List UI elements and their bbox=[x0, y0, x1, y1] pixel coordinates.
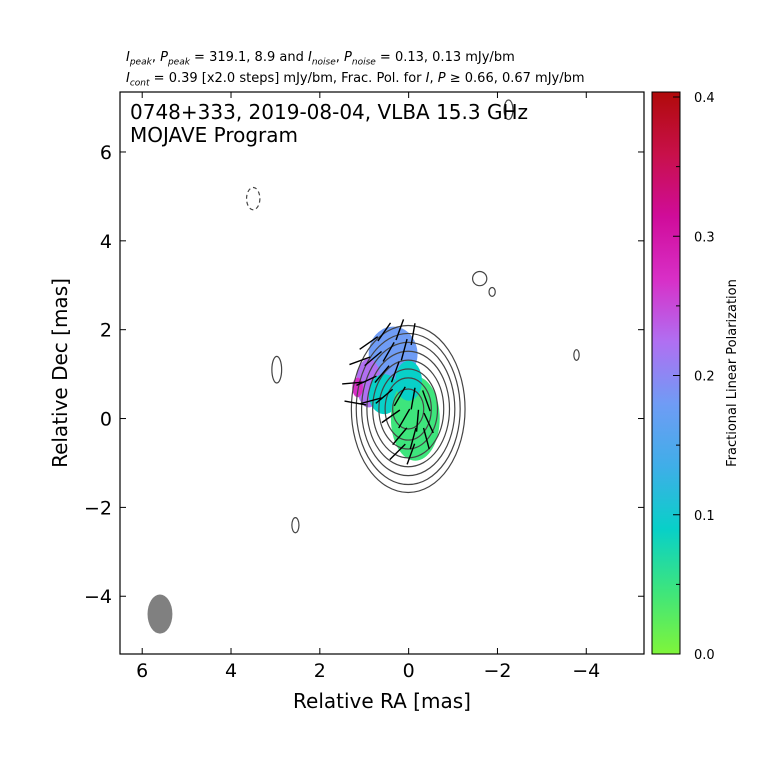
colorbar-tick-label: 0.2 bbox=[694, 370, 715, 385]
evpa-tick bbox=[374, 365, 390, 383]
peak-subscript: peak bbox=[129, 57, 152, 68]
axis-ticks: 6 4 2 0 −2 −4 −4 −2 0 2 4 6 bbox=[84, 92, 644, 682]
core-contour bbox=[378, 368, 439, 450]
fracpol-symbol-i: I bbox=[425, 71, 430, 86]
evpa-tick bbox=[342, 381, 365, 385]
evpa-tick bbox=[359, 336, 379, 350]
noise-symbol-i: I bbox=[307, 50, 312, 65]
evpa-tick bbox=[392, 427, 408, 446]
restoring-beam bbox=[147, 594, 173, 634]
colorbar-tick-label: 0.1 bbox=[694, 509, 715, 524]
plot-header-line-1: Ipeak, Ppeak = 319.1, 8.9 and Inoise, Pn… bbox=[126, 50, 515, 68]
x-tick-label: 0 bbox=[403, 660, 415, 682]
noise-values: = 0.13, 0.13 mJy/bm bbox=[375, 50, 515, 65]
colorbar bbox=[651, 91, 681, 655]
chart-title-line-1: 0748+333, 2019-08-04, VLBA 15.3 GHz bbox=[130, 100, 528, 124]
colorbar-tick-label: 0.0 bbox=[694, 648, 715, 663]
evpa-tick bbox=[375, 388, 394, 404]
plot-header-line-2: Icont = 0.39 [x2.0 steps] mJy/bm, Frac. … bbox=[126, 71, 585, 89]
y-tick-label: 0 bbox=[100, 409, 112, 431]
evpa-tick bbox=[410, 387, 416, 410]
evpa-tick bbox=[398, 408, 411, 429]
isolated-contour bbox=[573, 349, 580, 361]
x-tick-label: 4 bbox=[225, 660, 237, 682]
plot-frame bbox=[119, 91, 645, 655]
evpa-tick bbox=[423, 412, 434, 434]
core-contour bbox=[350, 324, 466, 494]
isolated-contour bbox=[471, 270, 488, 287]
beam-ellipse bbox=[147, 594, 173, 634]
evpa-ticks bbox=[342, 319, 434, 465]
peak-subscript-p: peak bbox=[167, 57, 190, 68]
evpa-tick bbox=[360, 397, 382, 405]
evpa-tick bbox=[410, 323, 416, 346]
evpa-tick bbox=[422, 427, 430, 450]
isolated-contour bbox=[488, 286, 496, 297]
y-axis-label: Relative Dec [mas] bbox=[48, 278, 72, 468]
peak-symbol-p: P bbox=[160, 50, 168, 65]
evpa-tick bbox=[364, 350, 382, 367]
fracpol-symbol-p: P bbox=[437, 71, 446, 86]
noise-subscript-p: noise bbox=[351, 57, 376, 68]
isolated-contour bbox=[503, 99, 514, 121]
polarization-region bbox=[368, 374, 400, 415]
evpa-tick bbox=[415, 409, 420, 432]
y-tick-label: 4 bbox=[100, 231, 112, 253]
evpa-tick bbox=[421, 390, 431, 412]
evpa-tick bbox=[377, 322, 392, 342]
y-tick-label: −2 bbox=[84, 497, 112, 519]
cont-subscript: cont bbox=[129, 78, 150, 89]
chart-title-line-2: MOJAVE Program bbox=[130, 123, 298, 147]
core-contour bbox=[392, 388, 425, 430]
core-contour bbox=[384, 377, 432, 441]
negative-contour bbox=[245, 186, 261, 211]
evpa-tick bbox=[409, 427, 417, 450]
isolated-contour bbox=[271, 355, 283, 384]
colorbar-label: Fractional Linear Polarization bbox=[725, 279, 740, 467]
core-contour bbox=[355, 332, 461, 486]
colorbar-ticks: 0.0 0.1 0.2 0.3 0.4 bbox=[673, 91, 715, 663]
x-axis-label: Relative RA [mas] bbox=[293, 689, 471, 713]
evpa-tick bbox=[393, 386, 406, 407]
evpa-tick bbox=[382, 342, 395, 362]
peak-symbol-i: I bbox=[126, 50, 130, 65]
evpa-tick bbox=[390, 361, 400, 383]
evpa-tick bbox=[395, 319, 405, 341]
x-tick-label: 2 bbox=[314, 660, 326, 682]
evpa-tick bbox=[349, 356, 371, 366]
x-tick-label: 6 bbox=[136, 660, 148, 682]
core-contour bbox=[360, 341, 456, 477]
evpa-tick bbox=[389, 443, 406, 461]
noise-symbol-p: P bbox=[344, 50, 352, 65]
y-tick-label: 6 bbox=[100, 142, 112, 164]
cont-symbol: I bbox=[126, 71, 130, 86]
evpa-tick bbox=[356, 375, 377, 387]
y-tick-label: 2 bbox=[100, 320, 112, 342]
peak-values: = 319.1, 8.9 and bbox=[189, 50, 308, 65]
noise-subscript: noise bbox=[311, 57, 336, 68]
cont-values: = 0.39 [x2.0 steps] mJy/bm, Frac. Pol. f… bbox=[149, 71, 426, 86]
core-contour bbox=[372, 359, 445, 459]
core-contour bbox=[366, 350, 451, 468]
isolated-contour bbox=[291, 517, 300, 534]
evpa-tick bbox=[344, 400, 367, 406]
evpa-tick bbox=[406, 443, 416, 465]
x-tick-label: −4 bbox=[572, 660, 600, 682]
colorbar-tick-label: 0.3 bbox=[694, 230, 715, 245]
colorbar-tick-label: 0.4 bbox=[694, 91, 715, 106]
evpa-tick bbox=[381, 409, 401, 424]
y-tick-label: −4 bbox=[84, 586, 112, 608]
stokes-i-contours bbox=[245, 99, 580, 534]
fracpol-values: ≥ 0.66, 0.67 mJy/bm bbox=[445, 71, 585, 86]
evpa-tick bbox=[400, 338, 408, 361]
x-tick-label: −2 bbox=[483, 660, 511, 682]
